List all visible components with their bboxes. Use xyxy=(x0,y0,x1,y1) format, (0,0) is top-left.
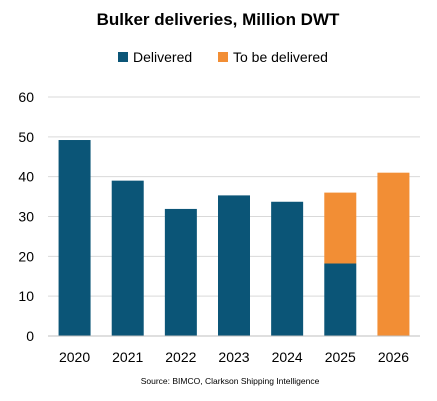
legend-label-to-be-delivered: To be delivered xyxy=(233,49,328,65)
y-tick-label: 50 xyxy=(18,129,34,145)
y-axis-ticks: 0 10 20 30 40 50 60 xyxy=(18,89,34,344)
bar-2025-delivered xyxy=(324,263,357,336)
legend-swatch-delivered xyxy=(118,52,128,62)
x-tick-label: 2026 xyxy=(378,349,409,365)
y-tick-label: 0 xyxy=(26,328,34,344)
legend-swatch-to-be-delivered xyxy=(218,52,228,62)
y-tick-label: 40 xyxy=(18,169,34,185)
bar-2024-delivered xyxy=(271,201,304,336)
legend-label-delivered: Delivered xyxy=(133,49,192,65)
legend: Delivered To be delivered xyxy=(118,49,328,65)
source-note: Source: BIMCO, Clarkson Shipping Intelli… xyxy=(141,376,320,386)
x-tick-label: 2025 xyxy=(325,349,356,365)
x-tick-label: 2024 xyxy=(272,349,303,365)
bar-2020-delivered xyxy=(58,140,91,336)
x-tick-label: 2020 xyxy=(59,349,90,365)
bar-2022-delivered xyxy=(164,208,197,336)
x-tick-label: 2021 xyxy=(112,349,143,365)
bars xyxy=(58,140,410,336)
y-tick-label: 60 xyxy=(18,89,34,105)
x-tick-label: 2023 xyxy=(218,349,249,365)
x-tick-label: 2022 xyxy=(165,349,196,365)
bar-2026-to-be-delivered xyxy=(377,172,410,336)
bar-2021-delivered xyxy=(111,180,144,336)
bar-2023-delivered xyxy=(218,195,250,336)
bar-2025-to-be-delivered xyxy=(324,192,357,264)
y-tick-label: 20 xyxy=(18,248,34,264)
x-axis-ticks: 2020 2021 2022 2023 2024 2025 2026 xyxy=(59,349,409,365)
y-tick-label: 30 xyxy=(18,209,34,225)
y-tick-label: 10 xyxy=(18,288,34,304)
chart-title: Bulker deliveries, Million DWT xyxy=(97,10,340,29)
